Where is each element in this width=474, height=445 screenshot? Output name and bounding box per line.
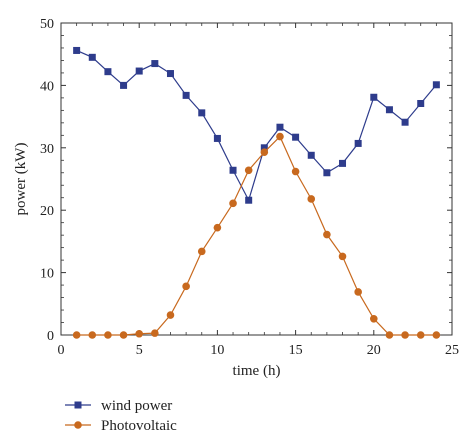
x-tick-label: 5 <box>136 343 143 358</box>
data-point <box>323 169 331 177</box>
legend-swatch-marker <box>74 401 82 409</box>
data-point <box>370 314 378 323</box>
data-point <box>229 166 237 174</box>
x-axis-title: time (h) <box>233 363 281 379</box>
series-wind-power <box>73 46 440 204</box>
data-point <box>213 134 221 142</box>
y-tick-label: 20 <box>40 204 54 219</box>
y-tick-label: 0 <box>47 329 54 344</box>
y-tick-label: 50 <box>40 17 54 32</box>
data-point <box>385 331 394 339</box>
legend-swatch-marker <box>74 421 82 429</box>
data-point <box>307 195 316 203</box>
legend-label: wind power <box>101 398 172 414</box>
data-point <box>416 331 425 339</box>
x-tick-label: 10 <box>210 343 224 358</box>
data-point <box>73 46 81 54</box>
data-point <box>276 123 284 131</box>
x-tick-label: 25 <box>445 343 459 358</box>
data-point <box>432 81 440 89</box>
y-tick-label: 40 <box>40 79 54 94</box>
data-point <box>151 60 159 68</box>
series-line <box>76 135 437 336</box>
data-point <box>72 331 81 339</box>
data-point <box>135 329 143 338</box>
series-line <box>76 49 437 202</box>
data-point <box>417 99 425 107</box>
data-point <box>245 196 253 204</box>
data-point <box>432 331 441 339</box>
data-point <box>323 230 331 239</box>
x-tick-label: 0 <box>58 343 65 358</box>
series-photovoltaic <box>72 132 441 339</box>
data-point <box>213 223 222 232</box>
data-point <box>354 139 362 147</box>
data-point <box>401 118 409 126</box>
data-point <box>166 311 175 319</box>
data-point <box>276 132 284 141</box>
data-point <box>370 93 378 101</box>
data-point <box>260 148 269 156</box>
data-point <box>198 109 206 117</box>
data-point <box>88 53 96 61</box>
plot-area: 0 5 10 15 20 25 0 10 20 30 40 50 time (h) power (kW) <box>13 17 459 379</box>
data-point <box>338 252 347 261</box>
data-point <box>182 91 190 99</box>
y-axis-title: power (kW) <box>13 143 29 216</box>
y-tick-label: 10 <box>40 267 54 282</box>
data-point <box>244 166 253 175</box>
plot-frame <box>60 22 453 336</box>
data-point <box>166 70 174 78</box>
data-point <box>307 151 315 159</box>
data-point <box>135 67 143 75</box>
data-point <box>385 106 393 114</box>
legend: wind power Photovoltaic <box>65 398 177 434</box>
data-point <box>292 133 300 141</box>
data-point <box>119 331 128 339</box>
data-point <box>104 331 112 339</box>
legend-label: Photovoltaic <box>101 418 177 434</box>
data-point <box>354 288 362 296</box>
data-point <box>229 199 237 208</box>
data-point <box>401 331 409 339</box>
data-point <box>291 167 300 176</box>
data-point <box>260 144 268 152</box>
legend-entry: Photovoltaic <box>65 418 177 434</box>
data-point <box>339 159 347 167</box>
data-point <box>88 331 97 339</box>
data-point <box>151 329 159 337</box>
data-point <box>120 81 128 89</box>
legend-entry: wind power <box>65 398 172 414</box>
data-point <box>104 68 112 76</box>
data-point <box>182 282 190 291</box>
y-tick-label: 30 <box>40 142 54 157</box>
x-tick-label: 20 <box>367 343 381 358</box>
data-point <box>197 247 206 256</box>
x-tick-label: 15 <box>289 343 303 358</box>
